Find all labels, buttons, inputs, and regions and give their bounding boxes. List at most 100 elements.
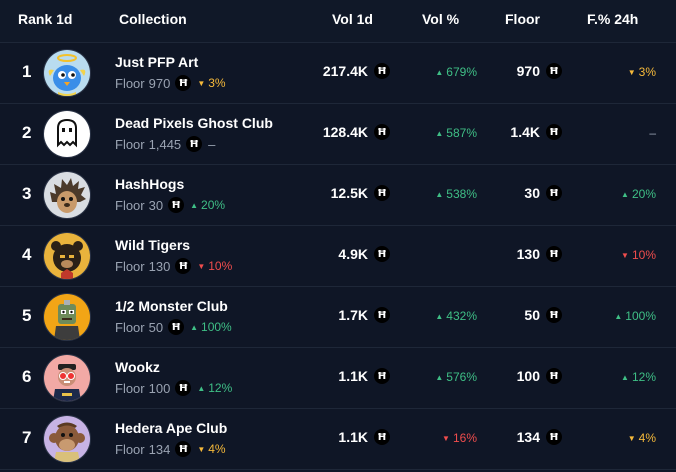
arrow-down-icon: ▼: [621, 250, 629, 260]
volume-1d: 1.1K Ħ: [338, 429, 390, 445]
header-floor[interactable]: Floor: [505, 11, 540, 27]
hbar-currency-icon: Ħ: [374, 429, 390, 445]
collection-floor-info: Floor 100 Ħ ▲ 12%: [115, 380, 232, 396]
volume-value: 4.9K: [338, 246, 368, 262]
hbar-currency-icon: Ħ: [175, 258, 192, 274]
table-row[interactable]: 7 Hedera Ape Club Floor 134 Ħ ▼ 4% 1.1K Ħ…: [0, 409, 676, 470]
table-row[interactable]: 1 Just PFP Art Floor 970 Ħ ▼ 3% 217.4K Ħ …: [0, 43, 676, 104]
hbar-currency-icon: Ħ: [546, 368, 562, 384]
collection-avatar[interactable]: [43, 110, 91, 158]
volume-percent-value: 538%: [446, 187, 477, 201]
arrow-down-icon: ▼: [197, 78, 206, 88]
volume-percent: ▼ 16%: [442, 431, 477, 445]
collection-name[interactable]: Just PFP Art: [115, 54, 199, 70]
collection-table-body: 1 Just PFP Art Floor 970 Ħ ▼ 3% 217.4K Ħ …: [0, 43, 676, 470]
hbar-currency-icon: Ħ: [374, 368, 390, 384]
hbar-currency-icon: Ħ: [175, 441, 192, 457]
arrow-up-icon: ▲: [435, 372, 444, 382]
floor-label: Floor: [115, 441, 145, 457]
volume-1d: 4.9K Ħ: [338, 246, 390, 262]
floor-change-24h: ▲ 20%: [621, 187, 656, 201]
hbar-currency-icon: Ħ: [374, 307, 390, 323]
hbar-currency-icon: Ħ: [175, 380, 192, 396]
floor-change-value: 4%: [208, 442, 226, 456]
arrow-up-icon: ▲: [621, 189, 629, 199]
floor-label: Floor: [115, 75, 145, 91]
floor-change-24h: ▼ 3%: [628, 65, 656, 79]
floor-change-empty: –: [208, 136, 216, 152]
volume-1d: 12.5K Ħ: [331, 185, 390, 201]
floor-price-value: 134: [516, 429, 540, 445]
floor-price: 100 Ħ: [517, 368, 562, 384]
floor-change-24h-value: 100%: [625, 309, 656, 323]
header-volume[interactable]: Vol 1d: [332, 11, 373, 27]
hbar-currency-icon: Ħ: [168, 197, 185, 213]
hbar-currency-icon: Ħ: [168, 319, 185, 335]
floor-change-24h-value: 12%: [631, 370, 656, 384]
collection-floor-info: Floor 130 Ħ ▼ 10%: [115, 258, 232, 274]
header-volume-percent[interactable]: Vol %: [422, 11, 460, 27]
collection-name[interactable]: Wookz: [115, 359, 160, 375]
collection-avatar[interactable]: [43, 415, 91, 463]
floor-change-24h-value: 4%: [638, 431, 656, 445]
floor-price: 134 Ħ: [517, 429, 562, 445]
arrow-down-icon: ▼: [197, 444, 206, 454]
volume-value: 1.1K: [338, 429, 368, 445]
arrow-up-icon: ▲: [197, 383, 206, 393]
collection-name[interactable]: Wild Tigers: [115, 237, 191, 253]
collection-name[interactable]: Hedera Ape Club: [115, 420, 228, 436]
collection-avatar[interactable]: [43, 293, 91, 341]
floor-change-24h: ▲ 12%: [621, 370, 656, 384]
volume-percent-value: 16%: [452, 431, 477, 445]
header-rank[interactable]: Rank 1d: [18, 11, 73, 27]
volume-value: 128.4K: [322, 124, 368, 140]
collection-floor-info: Floor 50 Ħ ▲ 100%: [115, 319, 232, 335]
table-row[interactable]: 3 HashHogs Floor 30 Ħ ▲ 20% 12.5K Ħ ▲ 538%…: [0, 165, 676, 226]
arrow-up-icon: ▲: [435, 128, 444, 138]
header-collection[interactable]: Collection: [119, 11, 187, 27]
floor-value: 134: [148, 441, 171, 457]
table-header: Rank 1d Collection Vol 1d Vol % Floor F.…: [0, 0, 676, 43]
collection-avatar[interactable]: [43, 49, 91, 97]
floor-value: 130: [148, 258, 171, 274]
floor-change-24h-value: 20%: [631, 187, 656, 201]
floor-change-24h: ▼ 4%: [628, 431, 656, 445]
floor-value: 50: [148, 319, 164, 335]
rank-number: 4: [22, 245, 32, 264]
floor-change-24h: ▼ 10%: [621, 248, 656, 262]
collection-name[interactable]: HashHogs: [115, 176, 185, 192]
collection-avatar[interactable]: [43, 171, 91, 219]
floor-change-value: 10%: [208, 259, 233, 273]
collection-name[interactable]: 1/2 Monster Club: [115, 298, 228, 314]
floor-change-value: 20%: [201, 198, 226, 212]
floor-price-value: 50: [524, 307, 540, 323]
floor-change-badge: ▲ 12%: [197, 381, 232, 395]
floor-value: 100: [148, 380, 171, 396]
table-row[interactable]: 5 1/2 Monster Club Floor 50 Ħ ▲ 100% 1.7K…: [0, 287, 676, 348]
arrow-up-icon: ▲: [190, 200, 199, 210]
floor-label: Floor: [115, 258, 145, 274]
floor-label: Floor: [115, 136, 145, 152]
table-row[interactable]: 6 Wookz Floor 100 Ħ ▲ 12% 1.1K Ħ ▲ 576% 10…: [0, 348, 676, 409]
floor-price-value: 100: [516, 368, 540, 384]
collection-avatar[interactable]: [43, 354, 91, 402]
floor-price-value: 130: [516, 246, 540, 262]
table-row[interactable]: 2 Dead Pixels Ghost Club Floor 1,445 Ħ –…: [0, 104, 676, 165]
volume-percent-value: 679%: [446, 65, 477, 79]
volume-percent-value: 432%: [446, 309, 477, 323]
collection-avatar[interactable]: [43, 232, 91, 280]
arrow-down-icon: ▼: [627, 67, 636, 77]
collection-name[interactable]: Dead Pixels Ghost Club: [115, 115, 273, 131]
floor-price: 130 Ħ: [517, 246, 562, 262]
volume-1d: 1.1K Ħ: [338, 368, 390, 384]
table-row[interactable]: 4 Wild Tigers Floor 130 Ħ ▼ 10% 4.9K Ħ 13…: [0, 226, 676, 287]
hbar-currency-icon: Ħ: [546, 307, 562, 323]
header-floor-change[interactable]: F.% 24h: [587, 11, 639, 27]
hbar-currency-icon: Ħ: [374, 63, 390, 79]
volume-percent-value: 587%: [446, 126, 477, 140]
floor-change-badge: ▼ 3%: [197, 76, 225, 90]
hbar-currency-icon: Ħ: [374, 185, 390, 201]
hbar-currency-icon: Ħ: [546, 246, 562, 262]
rank-number: 2: [22, 123, 32, 142]
floor-price-value: 1.4K: [510, 124, 540, 140]
